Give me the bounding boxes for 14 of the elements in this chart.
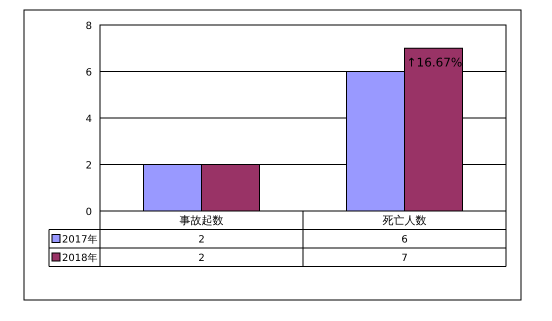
- legend-label: 2018年: [62, 252, 98, 264]
- annotation: ↑16.67%: [406, 55, 462, 70]
- data-label: 7: [401, 253, 408, 264]
- data-label: 6: [401, 234, 408, 246]
- x-tick-label: 死亡人数: [382, 214, 426, 227]
- y-tick-label: 4: [86, 114, 92, 125]
- data-label: 2: [198, 234, 205, 246]
- y-tick-label: 8: [86, 21, 92, 32]
- y-tick-label: 0: [86, 207, 92, 218]
- y-tick-label: 6: [86, 68, 92, 78]
- legend-label: 2017年: [62, 234, 98, 246]
- y-tick-label: 2: [86, 160, 92, 172]
- x-tick-label: 事故起数: [180, 214, 224, 227]
- data-label: 2: [198, 253, 205, 264]
